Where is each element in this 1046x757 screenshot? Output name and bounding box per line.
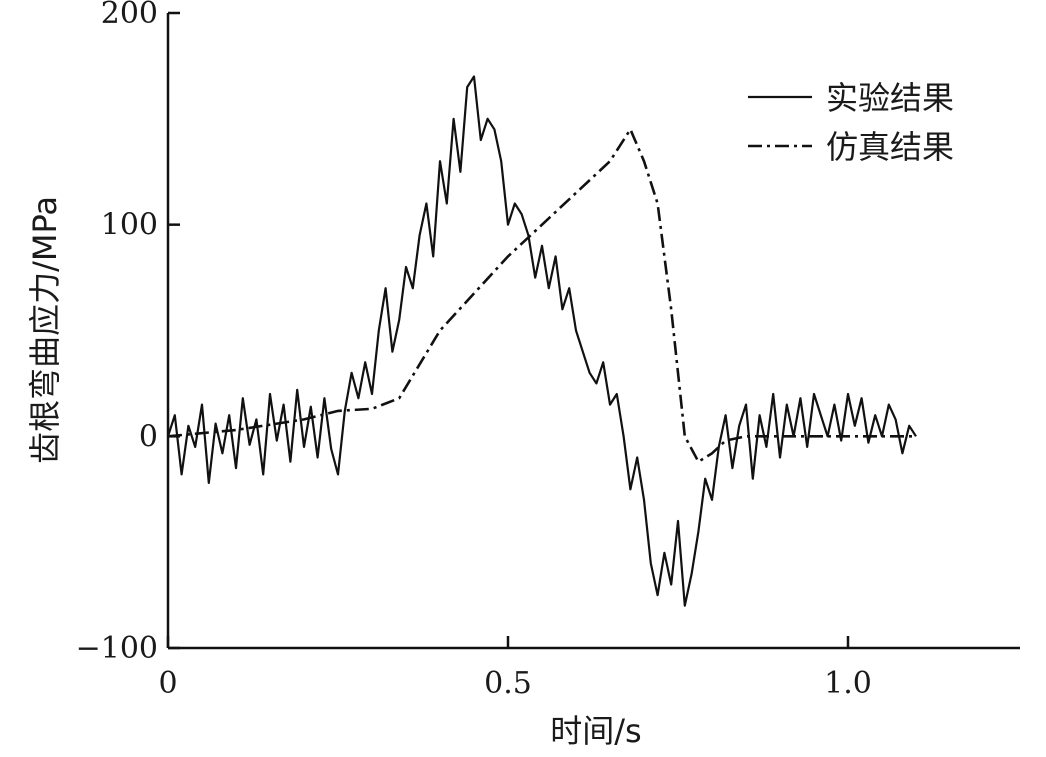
y-tick-label: 0 (139, 419, 158, 454)
x-tick-label: 1.0 (824, 666, 872, 701)
y-ticks: −100 0 100 200 (76, 0, 180, 666)
x-axis-title: 时间/s (550, 712, 641, 750)
legend-label-simulation: 仿真结果 (826, 128, 954, 166)
series-layer (166, 75, 917, 607)
legend-label-experiment: 实验结果 (826, 79, 954, 117)
y-tick-label: 200 (101, 0, 158, 31)
y-axis-title: 齿根弯曲应力/MPa (26, 196, 64, 464)
series-line-simulation (167, 126, 916, 464)
x-tick-label: 0 (158, 666, 177, 701)
axes (166, 13, 1020, 650)
x-ticks: 0 0.5 1.0 (158, 636, 872, 701)
x-tick-label: 0.5 (484, 666, 532, 701)
y-tick-label: −100 (76, 631, 158, 666)
y-tick-label: 100 (101, 208, 158, 243)
legend: 实验结果 仿真结果 (748, 79, 954, 166)
series-line-experiment (166, 75, 917, 607)
